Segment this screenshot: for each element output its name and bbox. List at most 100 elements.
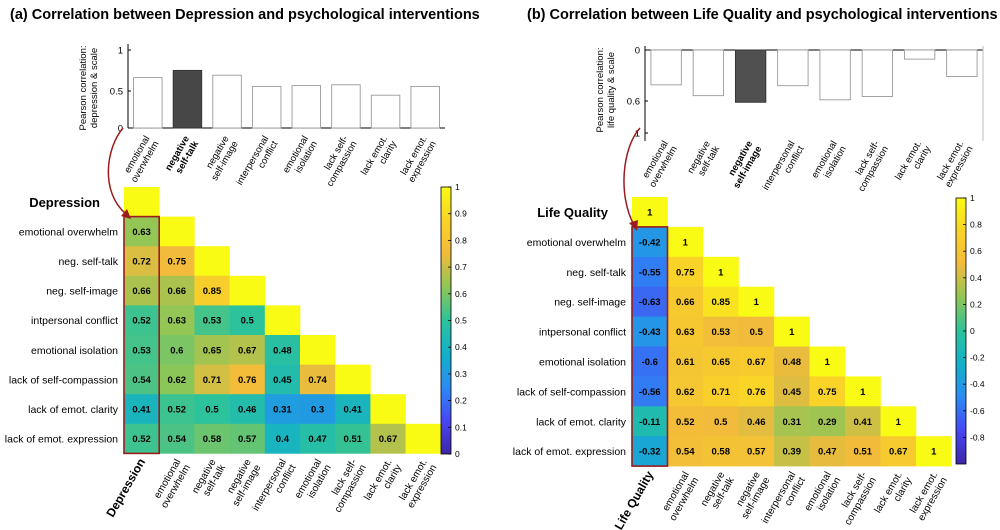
heatmap-col-label: lack emot.expression	[396, 457, 439, 510]
heatmap-cell	[124, 423, 160, 454]
panel-b-bar-chart: 0 0.6 1 Pearson correlation:life quality & …	[595, 46, 984, 198]
heatmap-cell	[703, 286, 739, 317]
heatmap-row-label: neg. self-talk	[566, 267, 626, 279]
heatmap-cell	[194, 364, 230, 395]
heatmap-value: 0.67	[379, 434, 398, 445]
heatmap-value: 0.5	[241, 316, 255, 327]
colorbar-tick-label: 0.2	[970, 299, 982, 309]
heatmap-cell	[370, 394, 406, 425]
heatmap-cell	[124, 335, 160, 365]
heatmap-cell	[124, 275, 160, 306]
heatmap-cell	[124, 187, 160, 217]
bar-category-label: interpersonalconflict	[234, 134, 280, 193]
colorbar-tick-label: 0.6	[970, 246, 982, 256]
heatmap-row-label: intpersonal conflict	[539, 327, 626, 339]
heatmap-cell	[229, 364, 266, 395]
heatmap-cell	[703, 316, 739, 347]
heatmap-cell	[703, 406, 739, 437]
heatmap-col-label: Life Quality	[612, 468, 657, 530]
heatmap-cell	[229, 335, 266, 365]
heatmap-row-label: neg. self-image	[46, 286, 118, 298]
heatmap-value: 0.31	[273, 405, 292, 416]
heatmap-row-label: emotional overwhelm	[527, 237, 626, 249]
heatmap-value: 0.5	[750, 327, 764, 338]
heatmap-cell	[632, 226, 668, 258]
heatmap-cell	[335, 394, 371, 425]
heatmap-cell	[335, 423, 371, 454]
heatmap-value: 0.75	[818, 387, 837, 398]
heatmap-cell	[738, 376, 775, 407]
colorbar-tick-label: 0.8	[970, 220, 982, 230]
heatmap-value: -0.32	[639, 447, 661, 458]
heatmap-cell	[809, 376, 846, 407]
heatmap-col-label: lack emot.clarity	[362, 457, 404, 507]
heatmap-col-label: negativeself-talk	[190, 457, 228, 502]
heatmap-cell	[194, 305, 230, 336]
heatmap-value: 0.62	[676, 387, 695, 398]
heatmap-value: -0.43	[639, 327, 661, 338]
heatmap-value: 0.51	[854, 447, 873, 458]
heatmap-value: 0.85	[203, 286, 222, 297]
panel-b-heatmap: 1 -0.42 1 -0.55 0.75 1 -0.63 0.66 0.85 1 -0.43 0.63…	[513, 197, 952, 530]
bar-y-tick-label: 1	[118, 46, 123, 57]
heatmap-cell	[632, 316, 668, 347]
bar-category-label: emotionaloverwhelm	[120, 134, 162, 185]
bar-y-tick-label: 0	[118, 124, 123, 135]
bar-y-tick-label: 0	[635, 46, 640, 57]
heatmap-value: 1	[789, 327, 795, 338]
heatmap-col-label: Depression	[103, 456, 148, 520]
heatmap-value: 0.67	[238, 345, 257, 356]
heatmap-value: 0.65	[203, 345, 222, 356]
colorbar-tick-label: 0.8	[455, 235, 467, 245]
heatmap-value: 0.71	[203, 375, 222, 386]
heatmap-col-label: negativeself-talk	[699, 469, 737, 514]
heatmap-cell	[774, 406, 810, 437]
heatmap-value: 1	[718, 267, 724, 278]
panel-b-arrow-head	[629, 220, 638, 231]
heatmap-value: 0.57	[238, 434, 257, 445]
heatmap-cell	[880, 406, 917, 437]
heatmap-cell	[229, 394, 266, 425]
heatmap-value: 0.39	[783, 447, 802, 458]
bar-8	[946, 49, 978, 78]
bar-category-label: lack self-compassion	[847, 139, 891, 194]
bar-7	[903, 49, 936, 60]
bar-3	[734, 49, 767, 103]
panel-b-link-arrow	[623, 127, 641, 226]
heatmap-cell	[703, 256, 739, 287]
heatmap-row-label: lack of emot. clarity	[28, 404, 119, 416]
panel-a-bar-chart: 0 0.5 1 Pearson correlation:depression & sc…	[78, 44, 445, 193]
heatmap-value: 0.57	[747, 447, 766, 458]
bar-8	[410, 85, 440, 129]
heatmap-cell	[335, 364, 371, 395]
heatmap-cell	[845, 406, 881, 437]
heatmap-row-label: lack of self-compassion	[517, 386, 626, 398]
heatmap-col-label: lack emot.expression	[907, 470, 950, 523]
bar-category-label: negativeself-image	[200, 134, 241, 183]
heatmap-value: 0.47	[308, 434, 327, 445]
heatmap-cell	[194, 246, 230, 277]
heatmap-value: -0.11	[639, 417, 661, 428]
bar-category-label: negativeself-image	[722, 139, 764, 190]
heatmap-cell	[667, 436, 704, 467]
heatmap-value: 1	[825, 357, 831, 368]
heatmap-cell	[229, 275, 266, 306]
heatmap-value: 0.66	[168, 286, 187, 297]
heatmap-value: 0.52	[676, 417, 695, 428]
heatmap-value: -0.6	[642, 357, 658, 368]
heatmap-highlight-box	[123, 215, 161, 455]
heatmap-cell	[370, 423, 406, 454]
heatmap-value: 1	[647, 207, 653, 218]
heatmap-value: 0.74	[308, 375, 327, 386]
heatmap-cell	[159, 305, 195, 336]
heatmap-row-label: neg. self-talk	[58, 256, 118, 268]
heatmap-cell	[916, 436, 952, 467]
bar-4	[777, 49, 809, 87]
heatmap-value: 0.46	[747, 417, 766, 428]
bar-category-label: interpersonalconflict	[760, 139, 806, 198]
colorbar-tick-label: 0.4	[970, 273, 982, 283]
heatmap-value: 0.58	[203, 434, 222, 445]
bar-category-label: lack self-compassion	[316, 134, 360, 189]
colorbar-tick-label: 0.2	[455, 396, 467, 406]
colorbar-tick-label: 0.1	[455, 422, 467, 432]
